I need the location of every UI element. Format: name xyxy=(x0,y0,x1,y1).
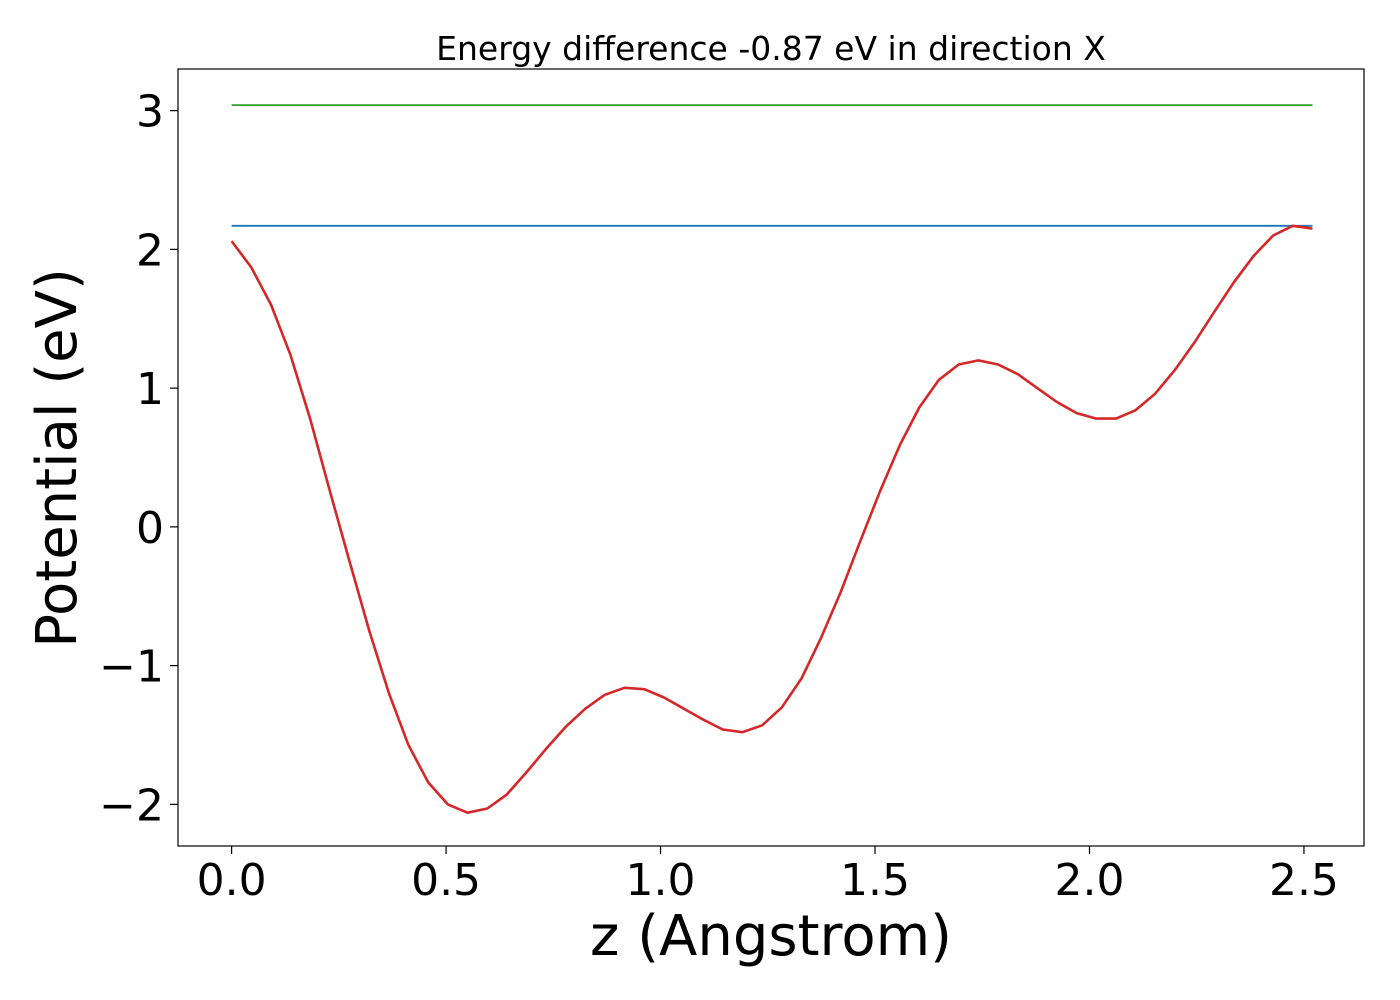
plot-area xyxy=(230,104,1313,815)
x-axis-label: z (Angstrom) xyxy=(590,904,952,969)
x-tick-label: 1.5 xyxy=(840,855,910,906)
y-tick-label: 2 xyxy=(136,225,164,276)
x-tick-label: 1.0 xyxy=(626,855,696,906)
x-tick-label: 0.0 xyxy=(197,855,267,906)
y-tick-label: −1 xyxy=(99,642,164,693)
chart-title: Energy difference -0.87 eV in direction … xyxy=(436,29,1106,68)
y-axis: −2 −1 0 1 2 3 xyxy=(99,87,178,831)
x-tick-label: 0.5 xyxy=(411,855,481,906)
x-axis: 0.0 0.5 1.0 1.5 2.0 2.5 xyxy=(197,846,1339,906)
y-tick-label: 0 xyxy=(136,503,164,554)
x-tick-label: 2.0 xyxy=(1054,855,1124,906)
x-tick-label: 2.5 xyxy=(1269,855,1339,906)
y-tick-label: 3 xyxy=(136,87,164,138)
y-axis-label: Potential (eV) xyxy=(25,268,90,648)
y-tick-label: −2 xyxy=(99,780,164,831)
y-tick-label: 1 xyxy=(136,364,164,415)
series-line-3 xyxy=(230,224,1313,815)
axes-frame xyxy=(177,68,1365,847)
